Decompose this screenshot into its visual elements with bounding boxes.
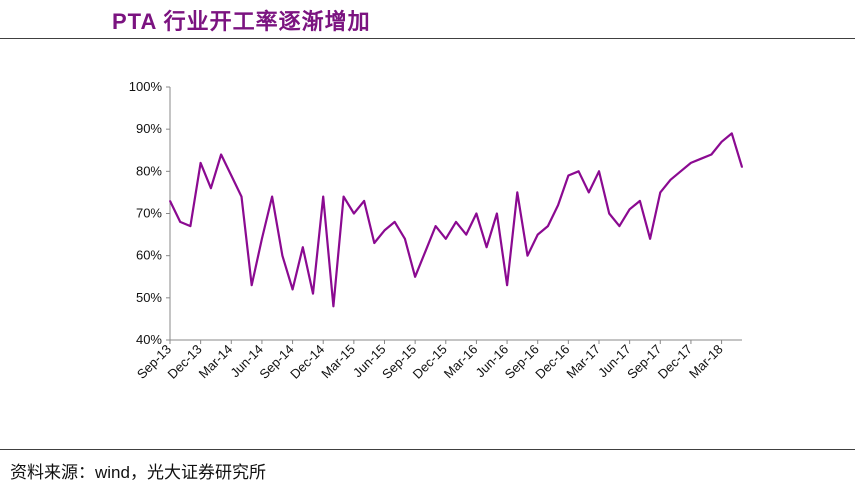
x-tick-label: Dec-16 (532, 342, 572, 382)
y-tick-label: 80% (136, 163, 162, 178)
data-point (353, 212, 355, 215)
y-tick-label: 90% (136, 121, 162, 136)
data-point (669, 178, 672, 181)
data-point (404, 238, 406, 240)
data-point (373, 242, 376, 244)
x-tick-label: Dec-13 (165, 342, 205, 382)
data-point (700, 157, 702, 160)
data-point (547, 225, 549, 227)
bottom-divider (0, 449, 855, 450)
data-point (271, 195, 273, 198)
line-chart: 40% 50% 60% 70% 80% 90% 100% Sep-13Dec-13Mar-1… (129, 79, 744, 382)
x-tick-label: Mar-18 (686, 342, 726, 382)
data-point (383, 229, 386, 232)
data-point (312, 292, 314, 295)
x-tick-label: Mar-17 (563, 342, 603, 382)
data-point (720, 141, 723, 143)
data-point (598, 170, 600, 173)
y-tick-label: 40% (136, 332, 162, 347)
data-point (179, 221, 182, 223)
data-point (434, 225, 437, 227)
x-tick-label: Mar-15 (318, 342, 358, 382)
series-line (169, 132, 744, 308)
data-point (649, 238, 651, 240)
data-point (679, 170, 682, 173)
data-point (322, 195, 325, 198)
data-point (639, 200, 641, 202)
x-tick-label: Dec-17 (655, 342, 695, 382)
chart-title: PTA 行业开工率逐渐增加 (112, 9, 371, 34)
data-point (169, 200, 171, 202)
data-point (628, 208, 631, 211)
data-point (332, 305, 335, 308)
data-point (301, 246, 304, 249)
data-point (475, 212, 478, 215)
data-point (536, 233, 539, 236)
y-tick-label: 60% (136, 248, 162, 263)
data-point (281, 254, 284, 257)
data-point (414, 275, 416, 278)
data-point (516, 191, 519, 194)
x-tick-label: Dec-15 (410, 342, 450, 382)
y-axis-ticks: 40% 50% 60% 70% 80% 90% 100% (129, 79, 170, 347)
data-point (506, 284, 508, 286)
data-point (608, 212, 611, 215)
data-point (210, 187, 212, 189)
x-tick-label: Mar-16 (441, 342, 481, 382)
y-tick-label: 50% (136, 290, 162, 305)
data-point (618, 225, 621, 227)
data-point (189, 225, 192, 227)
data-point (526, 254, 529, 257)
top-divider (0, 38, 855, 39)
data-point (424, 250, 427, 253)
data-point (250, 284, 253, 286)
data-point (690, 162, 692, 164)
data-point (496, 212, 498, 215)
data-point (587, 191, 590, 194)
data-point (199, 162, 202, 164)
y-tick-label: 100% (129, 79, 163, 94)
data-point (455, 221, 457, 223)
data-point (240, 195, 243, 198)
data-point (363, 200, 365, 202)
data-point (557, 204, 559, 206)
source-note: 资料来源：wind，光大证券研究所 (10, 463, 266, 482)
data-point (342, 195, 345, 198)
x-tick-label: Dec-14 (287, 342, 327, 382)
data-point (741, 166, 743, 168)
data-point (230, 174, 233, 177)
data-point (659, 191, 662, 194)
data-point (710, 153, 713, 156)
data-point (393, 221, 396, 223)
data-point (485, 246, 488, 249)
data-point (220, 153, 222, 156)
series-group (169, 132, 744, 308)
data-point (567, 174, 570, 177)
data-point (261, 238, 263, 240)
data-point (577, 170, 580, 173)
data-point (465, 233, 468, 236)
y-tick-label: 70% (136, 206, 162, 221)
data-point (291, 288, 294, 291)
data-point (730, 132, 733, 135)
x-tick-label: Mar-14 (196, 342, 236, 382)
data-point (444, 238, 447, 240)
x-axis-ticks: Sep-13Dec-13Mar-14Jun-14Sep-14Dec-14Mar-… (134, 340, 726, 382)
